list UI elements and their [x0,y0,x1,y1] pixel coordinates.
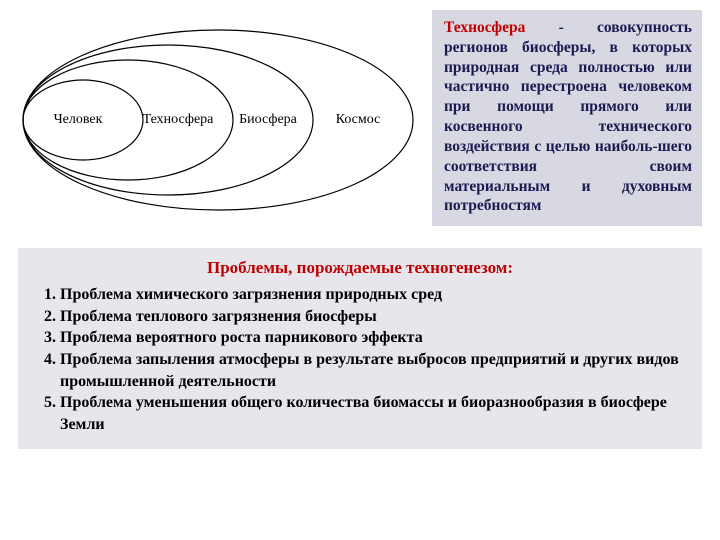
problems-list-item: Проблема запыления атмосферы в результат… [60,349,686,392]
nested-ellipse-diagram: Космос Биосфера Техносфера Человек [18,10,418,220]
problems-list-item: Проблема теплового загрязнения биосферы [60,306,686,328]
definition-term: Техносфера [444,19,525,36]
problems-list-item: Проблема химического загрязнения природн… [60,284,686,306]
problems-list-item: Проблема вероятного роста парникового эф… [60,327,686,349]
problems-title: Проблемы, порождаемые техногенезом: [34,258,686,278]
problems-box: Проблемы, порождаемые техногенезом: Проб… [18,248,702,449]
ellipse-label: Человек [54,112,103,128]
definition-box: Техносфера - совокупность регионов биосф… [432,10,702,226]
ellipse-label: Биосфера [239,112,297,128]
ellipse-label: Космос [336,112,381,128]
problems-list: Проблема химического загрязнения природн… [34,284,686,435]
problems-list-item: Проблема уменьшения общего количества би… [60,392,686,435]
top-row: Космос Биосфера Техносфера Человек Техносфе… [0,0,720,226]
definition-body: - совокупность регионов биосферы, в кото… [444,19,692,214]
ellipse-label: Техносфера [143,112,214,128]
